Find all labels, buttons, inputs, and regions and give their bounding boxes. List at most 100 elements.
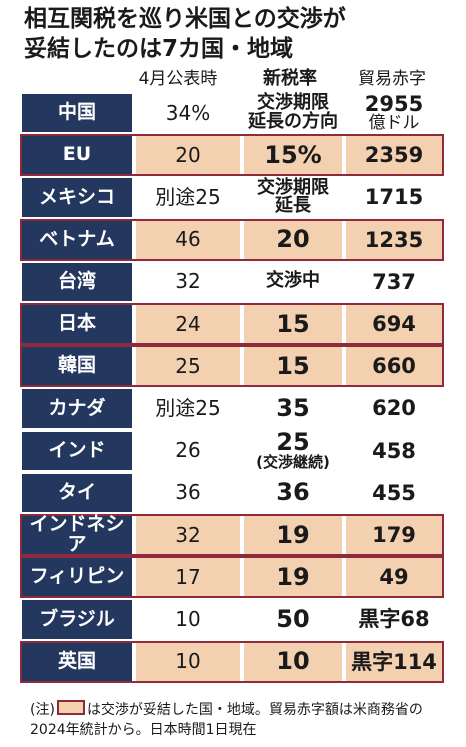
- new-rate-value: 19: [276, 562, 310, 591]
- table-row: カナダ 別途25 35 620: [22, 389, 442, 428]
- table-row: 日本 24 15 694: [20, 302, 444, 346]
- country-label: カナダ: [48, 396, 106, 419]
- country-label: タイ: [57, 480, 96, 503]
- table-row: メキシコ 別途25 交渉期限 延長 1715: [22, 178, 442, 217]
- new-rate-value: 交渉期限: [257, 92, 329, 114]
- new-rate-cell: 19: [244, 516, 342, 555]
- header-announced: 4月公表時: [138, 69, 218, 89]
- deficit-cell: 1235: [346, 220, 442, 259]
- april-rate-value: 10: [175, 606, 201, 631]
- country-label: 韓国: [57, 354, 96, 377]
- country-label: ブラジル: [39, 607, 115, 630]
- new-rate-cell: 15: [244, 347, 342, 386]
- country-label: インドネシア: [29, 513, 125, 556]
- new-rate-value: 20: [276, 225, 310, 254]
- deficit-cell: 黒字68: [346, 600, 442, 638]
- deficit-value: 694: [372, 312, 416, 337]
- footnote-prefix: (注): [30, 702, 55, 718]
- country-cell: EU: [22, 136, 132, 175]
- new-rate-value: 10: [276, 647, 310, 676]
- new-rate-value: 15: [276, 309, 310, 338]
- deficit-cell: 620: [346, 389, 442, 427]
- title-line-2: 妥結したのは7カ国・地域: [24, 36, 294, 62]
- country-cell: 台湾: [22, 262, 132, 301]
- table-row: インドネシア 32 19 179: [20, 513, 444, 557]
- country-cell: フィリピン: [22, 558, 132, 597]
- country-cell: タイ: [22, 473, 132, 512]
- footnote: (注) は交渉が妥結した国・地域。貿易赤字額は米商務省の2024年統計から。日本時…: [30, 700, 450, 740]
- country-label: 日本: [57, 312, 96, 335]
- april-rate-value: 別途25: [155, 395, 221, 420]
- new-rate-subtext: (交渉継続): [256, 453, 330, 472]
- new-rate-cell: 15: [244, 305, 342, 344]
- deficit-value: 黒字114: [351, 649, 437, 674]
- new-rate-cell: 15%: [244, 136, 342, 175]
- new-rate-value: 交渉期限: [257, 176, 329, 198]
- new-rate-cell: 19: [244, 558, 342, 597]
- concluded-legend-swatch: [56, 700, 85, 715]
- april-rate-value: 34%: [165, 100, 211, 125]
- april-rate-value: 別途25: [155, 184, 221, 209]
- april-rate-cell: 別途25: [136, 178, 240, 216]
- april-rate-cell: 別途25: [136, 389, 240, 427]
- deficit-value: 179: [372, 523, 416, 548]
- country-label: メキシコ: [38, 185, 115, 208]
- table-row: 中国 34% 交渉期限 延長の方向 2955 億ドル: [22, 92, 442, 134]
- country-label: インド: [48, 438, 106, 461]
- country-cell: カナダ: [22, 389, 132, 428]
- country-label: ベトナム: [39, 227, 115, 250]
- april-rate-value: 36: [175, 480, 201, 505]
- new-rate-cell: 50: [244, 600, 342, 638]
- deficit-cell: 458: [346, 432, 442, 470]
- new-rate-value: 35: [276, 393, 310, 422]
- deficit-cell: 455: [346, 474, 442, 512]
- country-label: 台湾: [57, 269, 96, 292]
- new-rate-cell: 35: [244, 389, 342, 427]
- new-rate-cell: 20: [244, 220, 342, 259]
- deficit-cell: 660: [346, 347, 442, 386]
- april-rate-cell: 34%: [136, 94, 240, 132]
- footnote-text: は交渉が妥結した国・地域。貿易赤字額は米商務省の2024年統計から。日本時間1日…: [30, 702, 423, 738]
- new-rate-value: 15: [276, 351, 310, 380]
- deficit-value: 737: [372, 269, 416, 294]
- april-rate-value: 10: [175, 649, 201, 674]
- country-label: EU: [62, 143, 92, 166]
- table-row: 台湾 32 交渉中 737: [22, 262, 442, 301]
- new-rate-value: 15%: [264, 140, 322, 169]
- april-rate-cell: 25: [136, 347, 240, 386]
- april-rate-value: 32: [175, 269, 201, 294]
- deficit-value: 49: [379, 565, 409, 590]
- new-rate-cell: 交渉期限 延長の方向: [244, 92, 342, 132]
- table-row: 韓国 25 15 660: [20, 345, 444, 388]
- deficit-value: 620: [372, 396, 416, 421]
- deficit-value: 1715: [364, 185, 424, 210]
- country-cell: メキシコ: [22, 178, 132, 217]
- april-rate-cell: 46: [136, 220, 240, 259]
- april-rate-cell: 32: [136, 516, 240, 555]
- deficit-value: 2359: [364, 143, 424, 168]
- april-rate-value: 26: [175, 438, 201, 463]
- deficit-cell: 694: [346, 305, 442, 344]
- table-row: フィリピン 17 19 49: [20, 556, 444, 599]
- table-row: インド 26 25 (交渉継続) 458: [22, 430, 442, 472]
- deficit-value: 660: [372, 354, 416, 379]
- deficit-value: 2955: [364, 92, 424, 117]
- country-cell: 英国: [22, 642, 132, 681]
- deficit-unit: 億ドル: [368, 113, 420, 134]
- deficit-value: 1235: [364, 227, 424, 252]
- table-row: 英国 10 10 黒字114: [20, 640, 444, 683]
- header-deficit: 貿易赤字: [358, 69, 426, 89]
- new-rate-value: 交渉中: [266, 270, 320, 292]
- deficit-value: 455: [372, 480, 416, 505]
- country-cell: 韓国: [22, 347, 132, 386]
- new-rate-cell: 10: [244, 642, 342, 681]
- country-cell: ブラジル: [22, 600, 132, 639]
- deficit-cell: 2955 億ドル: [346, 92, 442, 134]
- table-row: ベトナム 46 20 1235: [20, 218, 444, 261]
- new-rate-cell: 25 (交渉継続): [244, 430, 342, 472]
- deficit-cell: 49: [346, 558, 442, 597]
- new-rate-cell: 交渉期限 延長: [244, 178, 342, 216]
- new-rate-value: 36: [276, 478, 310, 507]
- april-rate-cell: 36: [136, 474, 240, 512]
